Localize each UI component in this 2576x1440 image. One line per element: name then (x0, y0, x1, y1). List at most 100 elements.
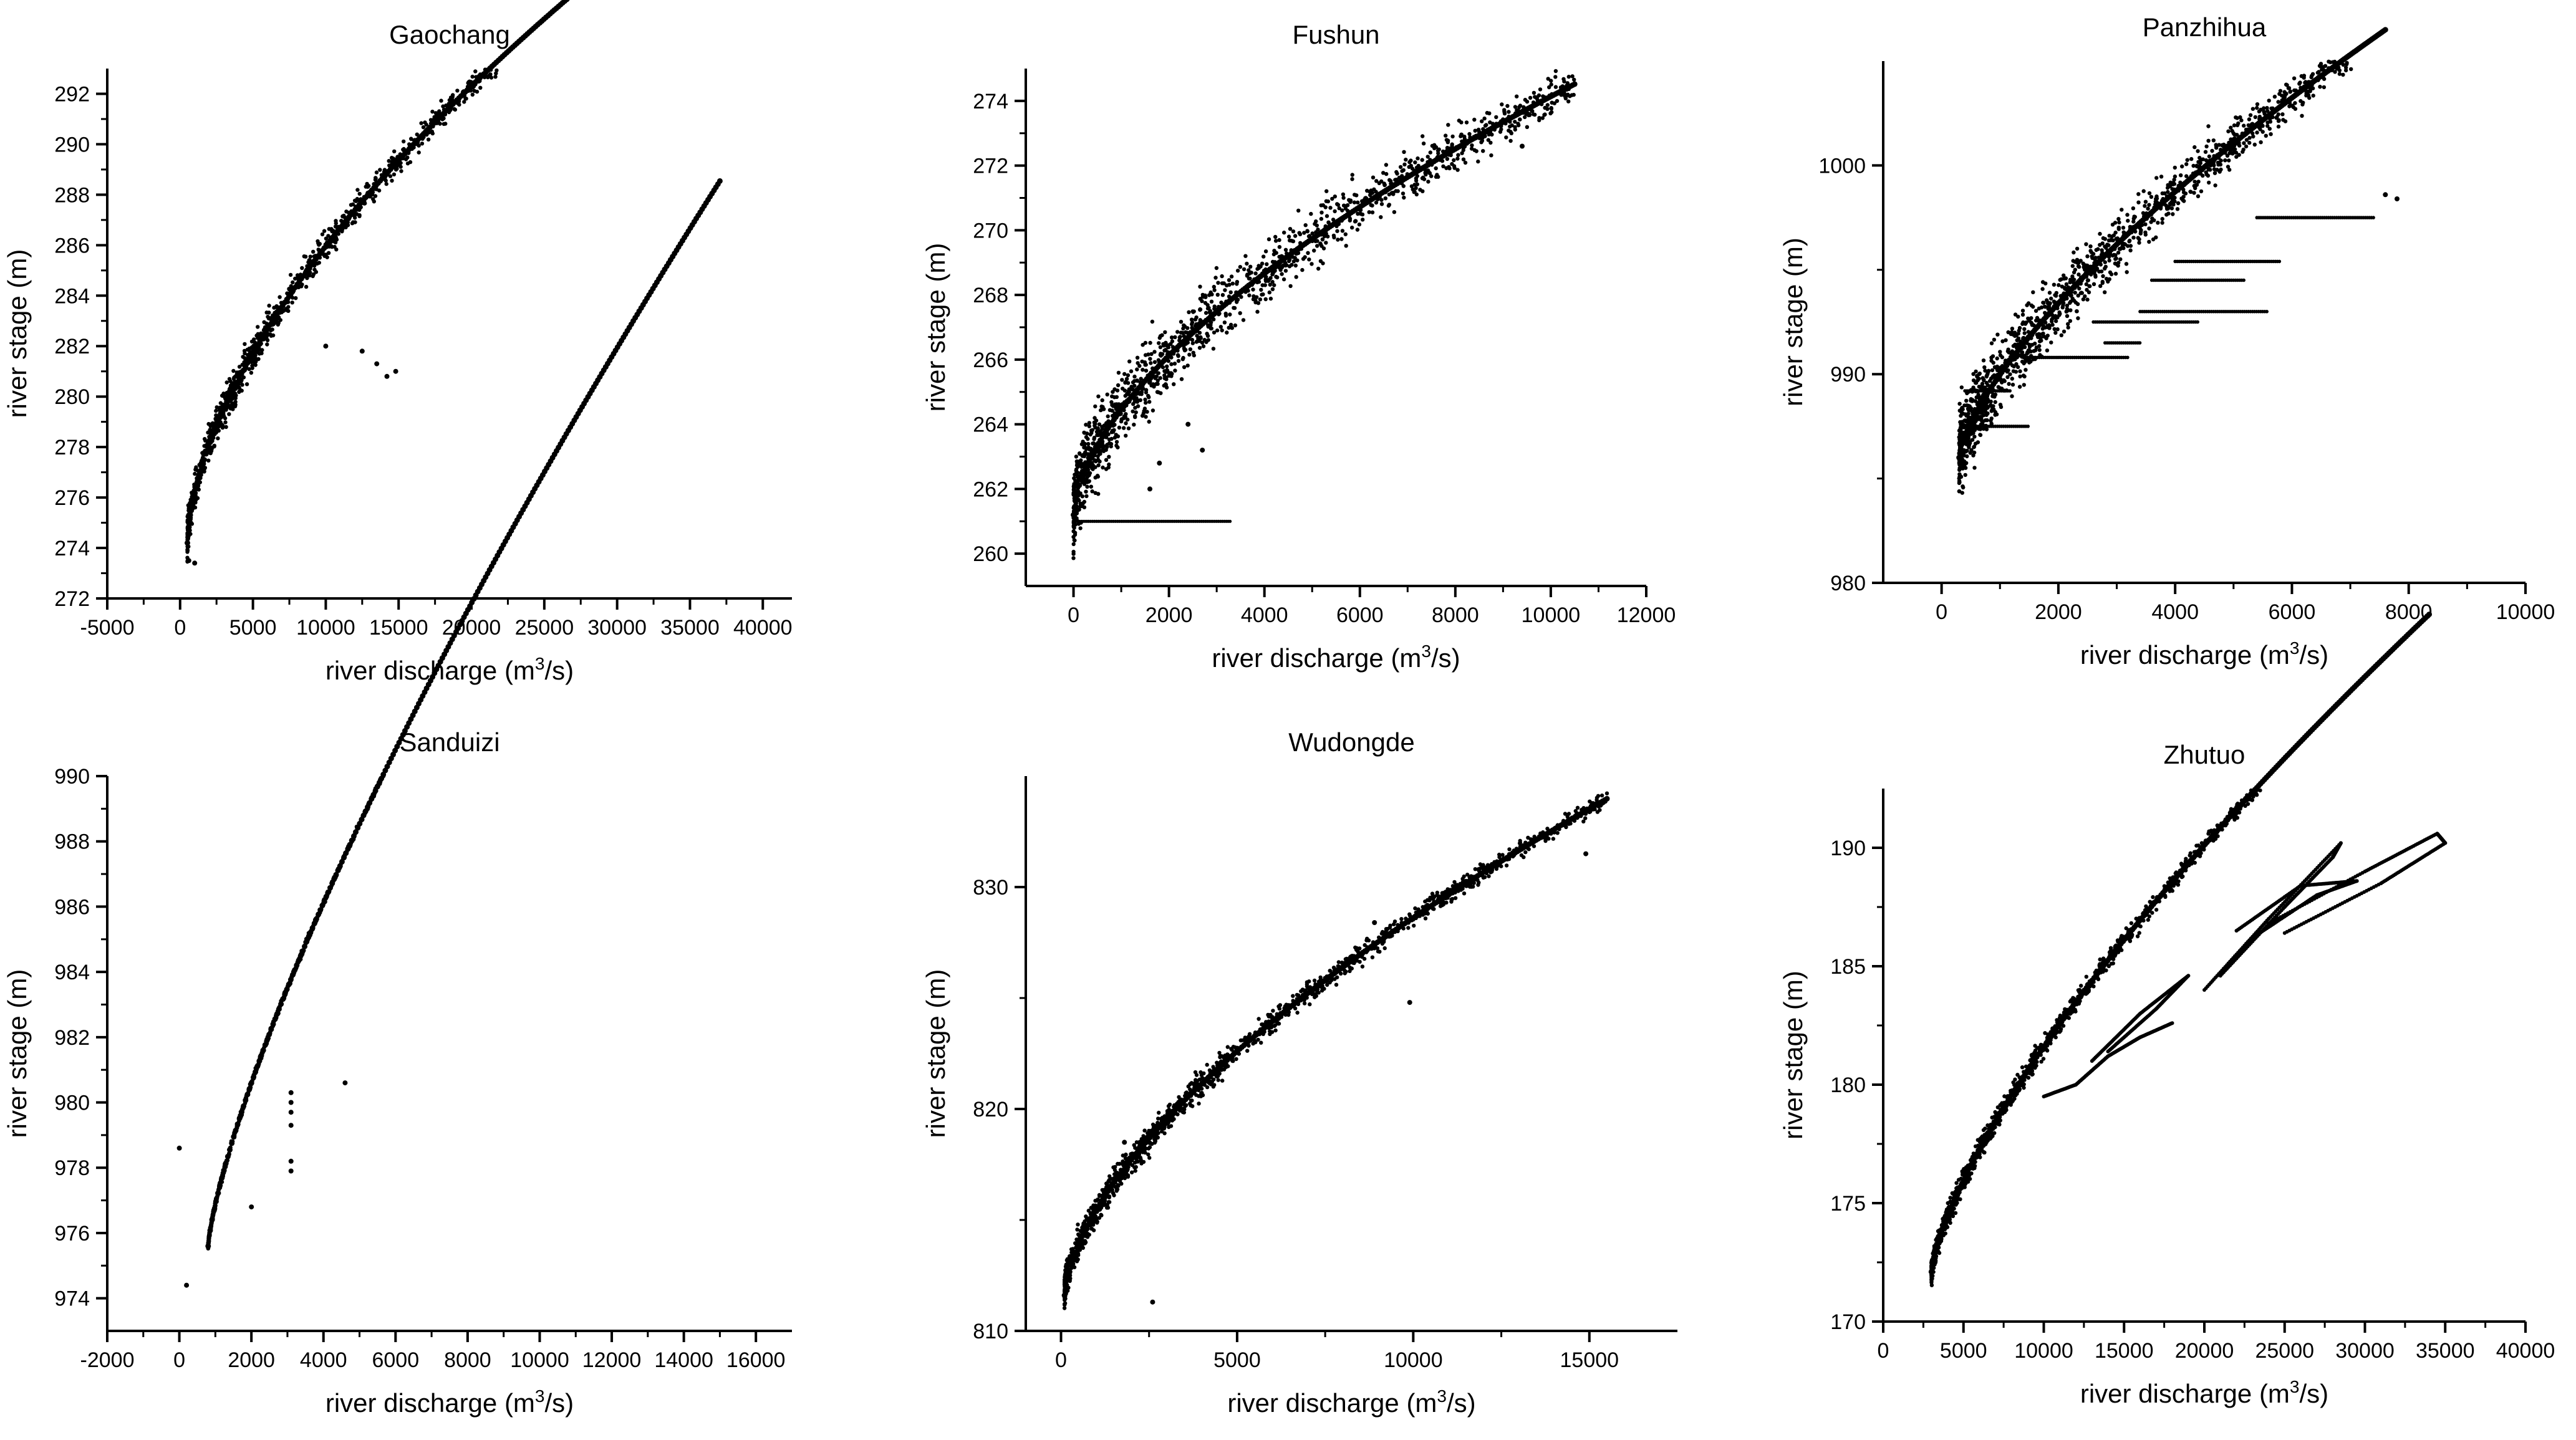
data-point (2103, 266, 2107, 271)
data-point (2164, 213, 2169, 217)
data-point (473, 69, 478, 74)
data-point (2277, 92, 2282, 96)
data-point (1087, 424, 1092, 428)
data-point (1228, 290, 1233, 295)
data-point (193, 471, 197, 476)
data-point (1265, 262, 1269, 266)
data-point (2049, 296, 2053, 301)
y-tick-label: 288 (54, 183, 90, 207)
data-point (286, 309, 291, 313)
data-point (1191, 350, 1195, 355)
data-point (1392, 210, 1397, 214)
data-point (1326, 199, 1330, 204)
data-point (1486, 138, 1490, 142)
data-point (231, 407, 235, 411)
data-point (353, 220, 357, 224)
data-point (1291, 259, 1296, 264)
data-point (1148, 340, 1152, 345)
x-tick-label: 10000 (2496, 600, 2555, 624)
data-point (1957, 479, 1962, 483)
data-point (1320, 237, 1325, 242)
x-tick-label: 20000 (442, 616, 501, 640)
data-point (344, 209, 349, 214)
data-point (2179, 173, 2183, 178)
data-point (1126, 373, 1131, 378)
data-point (2293, 101, 2297, 105)
data-point (2264, 133, 2268, 138)
data-point (227, 412, 231, 416)
data-point (1268, 276, 1273, 281)
data-point (206, 458, 211, 463)
y-axis-label: river stage (m) (2, 249, 32, 418)
data-point (1144, 415, 1148, 419)
data-point (240, 383, 244, 387)
data-point (1432, 143, 1437, 147)
data-point (1190, 322, 1194, 327)
data-point (2193, 186, 2197, 190)
data-point (2247, 117, 2252, 122)
data-point (1982, 365, 1987, 370)
data-point (2059, 333, 2063, 337)
data-point (1256, 301, 1261, 305)
data-point (1336, 238, 1340, 242)
data-point (2250, 107, 2255, 111)
data-point (293, 276, 297, 281)
data-point (1220, 328, 1224, 333)
data-point (494, 71, 498, 75)
data-point (2192, 180, 2197, 184)
data-point (290, 300, 294, 305)
data-point (188, 525, 192, 529)
data-point (402, 139, 406, 144)
data-point (2116, 251, 2121, 255)
data-point (320, 232, 325, 237)
data-point (1282, 230, 1286, 235)
data-point (2117, 220, 2121, 224)
data-point (2016, 332, 2020, 336)
data-point (195, 477, 201, 483)
data-point (1148, 357, 1152, 361)
data-point (2117, 246, 2122, 251)
data-point (1166, 343, 1170, 347)
data-point (1350, 173, 1354, 177)
data-point (1122, 372, 1127, 377)
data-point (1162, 348, 1167, 353)
data-point (2125, 213, 2130, 217)
outlier-point (323, 343, 329, 349)
data-point (1957, 401, 1962, 406)
data-point (2146, 206, 2150, 211)
data-point (415, 132, 419, 137)
data-point (1076, 482, 1083, 488)
data-point (2116, 264, 2120, 268)
data-point (185, 540, 190, 546)
data-point (1456, 153, 1460, 157)
data-point (1211, 347, 1216, 351)
data-point (1283, 247, 1288, 252)
data-point (2082, 264, 2086, 268)
data-point (2204, 172, 2209, 177)
chart-title: Gaochang (389, 20, 510, 49)
data-point (1446, 123, 1450, 127)
data-point (224, 380, 229, 385)
data-point (1473, 128, 1477, 133)
data-point (2098, 231, 2102, 236)
data-point (2089, 250, 2093, 254)
data-point (2276, 112, 2280, 117)
data-point (207, 439, 213, 445)
data-point (1249, 271, 1253, 275)
data-point (239, 388, 244, 393)
data-point (1515, 94, 1519, 98)
data-point (455, 89, 460, 93)
data-point (1967, 441, 1972, 445)
y-tick-label: 260 (973, 542, 1008, 566)
data-point (314, 270, 319, 274)
data-point (1135, 367, 1139, 372)
data-point (1266, 237, 1271, 241)
data-point (205, 445, 211, 451)
data-point (441, 122, 446, 127)
data-point (1198, 284, 1202, 289)
data-point (2185, 158, 2189, 162)
data-point (2276, 100, 2280, 104)
data-point (1120, 378, 1124, 382)
data-point (2292, 76, 2297, 80)
data-point (2107, 277, 2111, 282)
